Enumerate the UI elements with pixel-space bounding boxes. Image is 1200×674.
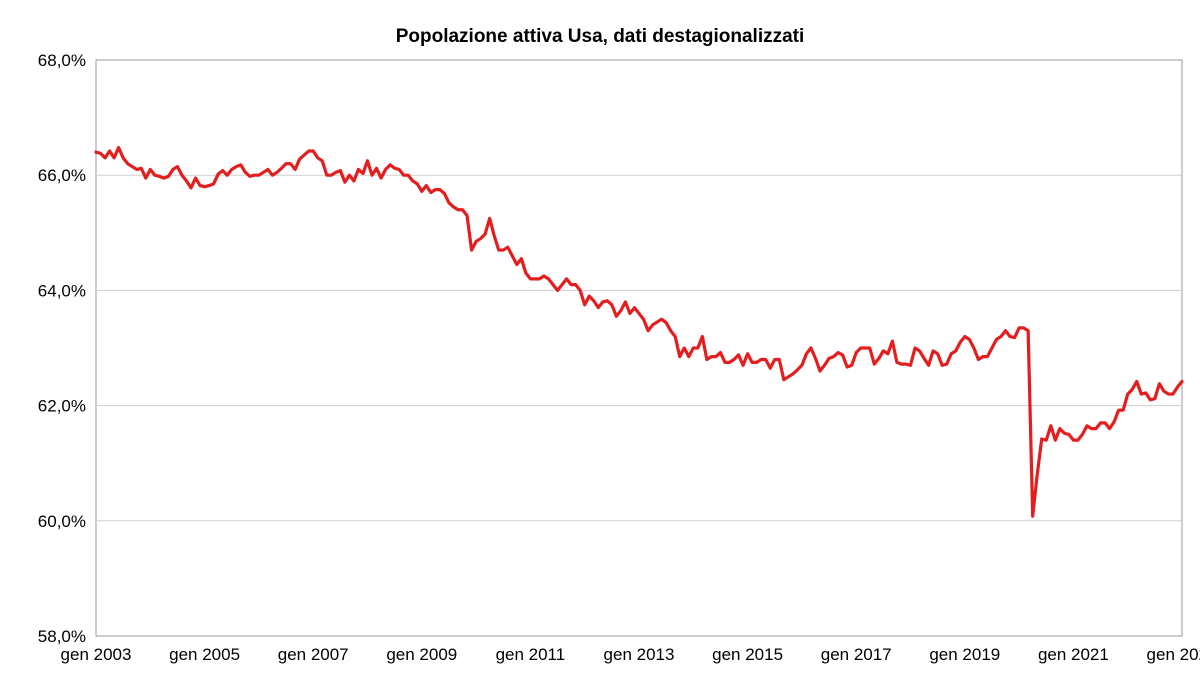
- y-tick-label: 58,0%: [38, 627, 86, 646]
- y-tick-label: 66,0%: [38, 166, 86, 185]
- y-tick-label: 64,0%: [38, 281, 86, 300]
- y-tick-label: 68,0%: [38, 51, 86, 70]
- x-tick-label: gen 2023: [1147, 645, 1200, 664]
- x-tick-label: gen 2021: [1038, 645, 1109, 664]
- x-tick-label: gen 2013: [604, 645, 675, 664]
- chart-svg: Popolazione attiva Usa, dati destagional…: [0, 0, 1200, 674]
- x-tick-label: gen 2009: [386, 645, 457, 664]
- x-tick-label: gen 2005: [169, 645, 240, 664]
- x-tick-label: gen 2019: [929, 645, 1000, 664]
- x-tick-label: gen 2011: [496, 645, 566, 664]
- y-tick-label: 62,0%: [38, 397, 86, 416]
- y-tick-label: 60,0%: [38, 512, 86, 531]
- chart-container: Popolazione attiva Usa, dati destagional…: [0, 0, 1200, 674]
- x-tick-label: gen 2015: [712, 645, 783, 664]
- x-tick-label: gen 2017: [821, 645, 892, 664]
- chart-title: Popolazione attiva Usa, dati destagional…: [396, 26, 805, 47]
- x-tick-label: gen 2007: [278, 645, 349, 664]
- plot-area: [96, 60, 1182, 636]
- x-tick-label: gen 2003: [61, 645, 132, 664]
